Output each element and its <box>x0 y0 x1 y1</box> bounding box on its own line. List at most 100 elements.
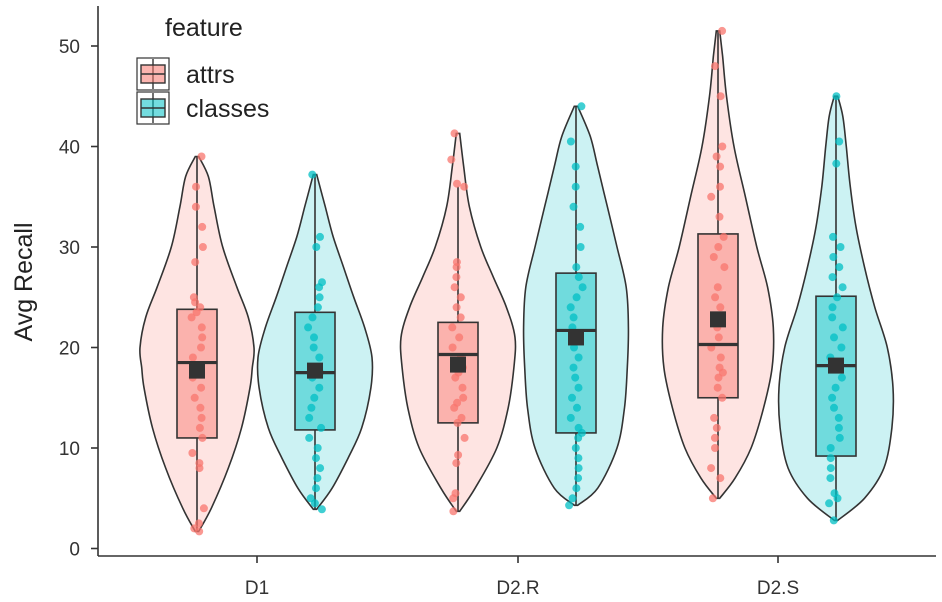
point-classes-d1-13 <box>315 383 324 392</box>
point-attrs-d2-s-6 <box>710 413 719 422</box>
point-classes-d1-11 <box>307 403 316 412</box>
point-attrs-d2-s-25 <box>707 192 716 201</box>
point-attrs-d2-r-7 <box>457 413 466 422</box>
point-classes-d1-25 <box>318 278 326 287</box>
point-attrs-d2-r-27 <box>453 179 461 188</box>
point-attrs-d2-r-3 <box>452 459 461 468</box>
point-attrs-d1-5 <box>195 459 204 468</box>
point-attrs-d2-r-19 <box>456 313 465 322</box>
point-attrs-d2-r-5 <box>460 433 469 442</box>
y-tick-label-40: 40 <box>59 138 80 159</box>
point-attrs-d1-9 <box>197 413 206 422</box>
point-attrs-d2-s-14 <box>714 333 723 342</box>
point-attrs-d2-s-20 <box>720 263 729 272</box>
point-classes-d2-s-11 <box>830 403 838 412</box>
point-classes-d2-s-12 <box>828 393 837 402</box>
point-attrs-d2-r-4 <box>454 451 463 459</box>
point-classes-d1-0 <box>317 505 326 514</box>
point-classes-d1-27 <box>316 232 324 241</box>
point-classes-d2-s-29 <box>832 159 841 168</box>
point-classes-d2-s-10 <box>834 413 843 422</box>
point-classes-d2-s-25 <box>835 263 844 272</box>
point-attrs-d1-10 <box>196 403 205 412</box>
point-classes-d2-s-27 <box>836 243 845 251</box>
point-classes-d2-r-0 <box>565 501 574 510</box>
point-classes-d1-10 <box>305 413 314 422</box>
point-attrs-d1-7 <box>198 433 207 442</box>
point-attrs-d1-28 <box>191 202 200 211</box>
violin-classes-d2-r <box>522 105 630 507</box>
mean-marker-attrs-d1 <box>189 362 205 379</box>
point-classes-d1-22 <box>313 303 322 312</box>
point-classes-d2-s-0 <box>829 516 838 525</box>
violin-attrs-d2-s <box>661 30 775 500</box>
point-attrs-d1-30 <box>197 152 206 161</box>
point-attrs-d1-19 <box>197 323 206 332</box>
point-attrs-d2-r-23 <box>452 273 461 282</box>
point-classes-d2-s-1 <box>825 499 834 508</box>
point-attrs-d1-25 <box>191 258 200 267</box>
violin-attrs-d1 <box>139 155 255 533</box>
point-attrs-d1-12 <box>197 383 206 392</box>
point-classes-d2-r-11 <box>573 403 581 412</box>
point-classes-d2-s-5 <box>826 464 835 473</box>
point-classes-d2-s-14 <box>837 373 846 382</box>
point-classes-d2-r-22 <box>572 293 581 302</box>
point-attrs-d2-r-22 <box>450 283 459 292</box>
point-classes-d1-23 <box>315 293 324 302</box>
point-classes-d2-s-8 <box>835 433 844 442</box>
point-classes-d1-12 <box>310 393 319 402</box>
point-classes-d1-28 <box>308 170 317 179</box>
point-classes-d2-r-30 <box>571 162 580 171</box>
legend: feature attrs classes <box>136 14 269 125</box>
legend-title: feature <box>165 14 243 42</box>
point-attrs-d1-18 <box>198 333 207 342</box>
point-classes-d2-s-18 <box>830 333 838 342</box>
mean-marker-classes-d2-s <box>828 357 844 374</box>
point-classes-d2-r-3 <box>574 474 583 483</box>
point-classes-d2-s-4 <box>826 474 835 483</box>
point-attrs-d2-s-27 <box>716 162 725 171</box>
point-classes-d2-r-4 <box>574 464 583 473</box>
point-classes-d2-r-29 <box>571 182 580 191</box>
point-attrs-d2-r-10 <box>459 393 468 402</box>
point-attrs-d2-r-21 <box>456 293 465 302</box>
x-tick-label-d2-s: D2.S <box>757 578 799 599</box>
point-attrs-d2-r-18 <box>448 323 457 332</box>
point-classes-d1-21 <box>308 313 317 322</box>
point-attrs-d2-s-12 <box>716 353 725 362</box>
point-classes-d1-5 <box>316 464 325 473</box>
point-attrs-d1-22 <box>196 303 205 312</box>
mean-marker-classes-d2-r <box>568 329 584 346</box>
point-classes-d2-r-12 <box>568 393 576 402</box>
point-attrs-d1-6 <box>188 449 197 457</box>
mean-marker-attrs-d2-r <box>450 356 466 373</box>
point-attrs-d2-s-26 <box>716 182 724 191</box>
point-attrs-d1-29 <box>192 182 200 191</box>
point-attrs-d2-r-28 <box>447 155 456 164</box>
point-attrs-d1-3 <box>199 504 208 513</box>
point-classes-d2-r-21 <box>566 303 575 312</box>
point-attrs-d2-s-32 <box>718 26 727 35</box>
point-classes-d1-20 <box>304 323 313 332</box>
point-classes-d2-s-7 <box>826 444 835 452</box>
point-classes-d2-s-9 <box>834 423 843 432</box>
point-attrs-d2-s-0 <box>708 494 717 503</box>
point-attrs-d2-s-7 <box>718 393 727 402</box>
point-attrs-d2-r-17 <box>455 333 464 342</box>
point-classes-d2-s-19 <box>838 323 847 332</box>
point-attrs-d2-s-31 <box>711 62 719 71</box>
point-classes-d1-18 <box>309 343 318 352</box>
point-classes-d2-s-21 <box>828 303 837 312</box>
point-classes-d1-3 <box>312 484 320 493</box>
plot-area <box>139 26 895 536</box>
point-attrs-d2-r-11 <box>458 383 467 392</box>
point-attrs-d2-s-17 <box>716 303 725 312</box>
point-classes-d2-r-32 <box>577 102 586 111</box>
point-classes-d1-17 <box>315 353 324 362</box>
point-classes-d2-s-20 <box>828 313 837 322</box>
point-attrs-d1-20 <box>187 313 196 322</box>
y-tick-label-20: 20 <box>59 339 80 360</box>
axes: 0 10 20 30 40 50 D1 D2.R D2.S <box>59 6 936 599</box>
point-classes-d2-r-16 <box>574 353 583 362</box>
